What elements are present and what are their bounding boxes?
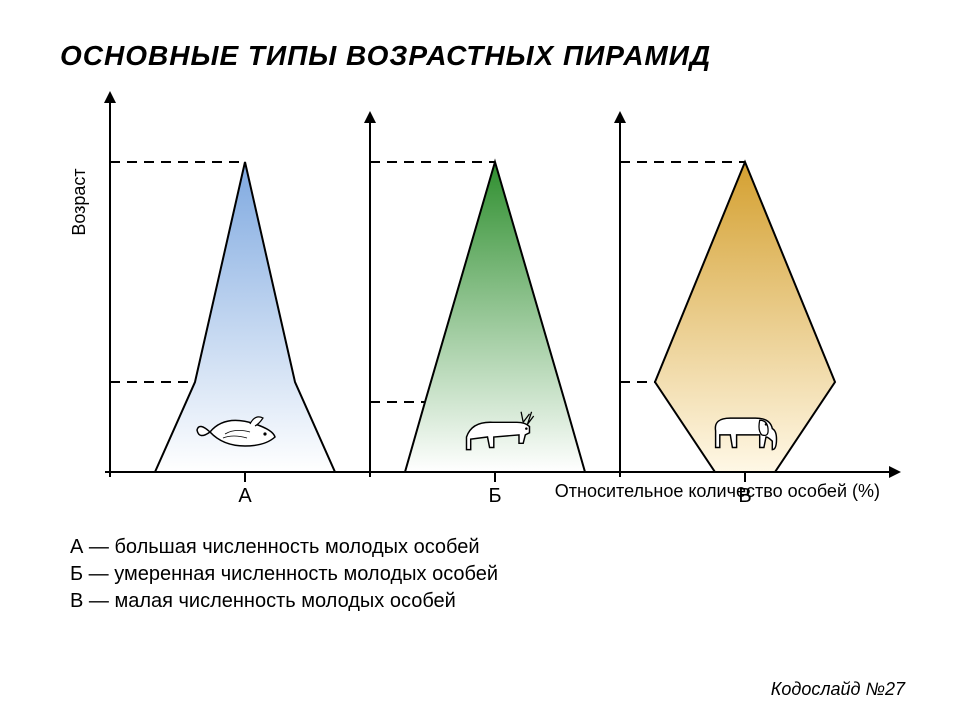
legend: А — большая численность молодых особей Б… [70,534,910,615]
label-a: А [238,485,252,507]
legend-line-a: А — большая численность молодых особей [70,534,910,561]
label-c: В [738,485,751,507]
legend-line-b: Б — умеренная численность молодых особей [70,561,910,588]
diagram-svg: Возраст Относительное количество особей … [50,82,910,522]
pyramid-c: В [620,117,835,507]
pyramid-b: Б [370,117,585,507]
y-axis-label: Возраст [69,168,89,235]
footer-slide-number: Кодослайд №27 [771,679,905,700]
x-axis-label: Относительное количество особей (%) [555,481,880,501]
page-title: ОСНОВНЫЕ ТИПЫ ВОЗРАСТНЫХ ПИРАМИД [60,40,910,72]
legend-line-c: В — малая численность молодых особей [70,588,910,615]
pyramid-a: А [110,162,335,507]
label-b: Б [488,485,501,507]
page: ОСНОВНЫЕ ТИПЫ ВОЗРАСТНЫХ ПИРАМИД [0,0,960,720]
